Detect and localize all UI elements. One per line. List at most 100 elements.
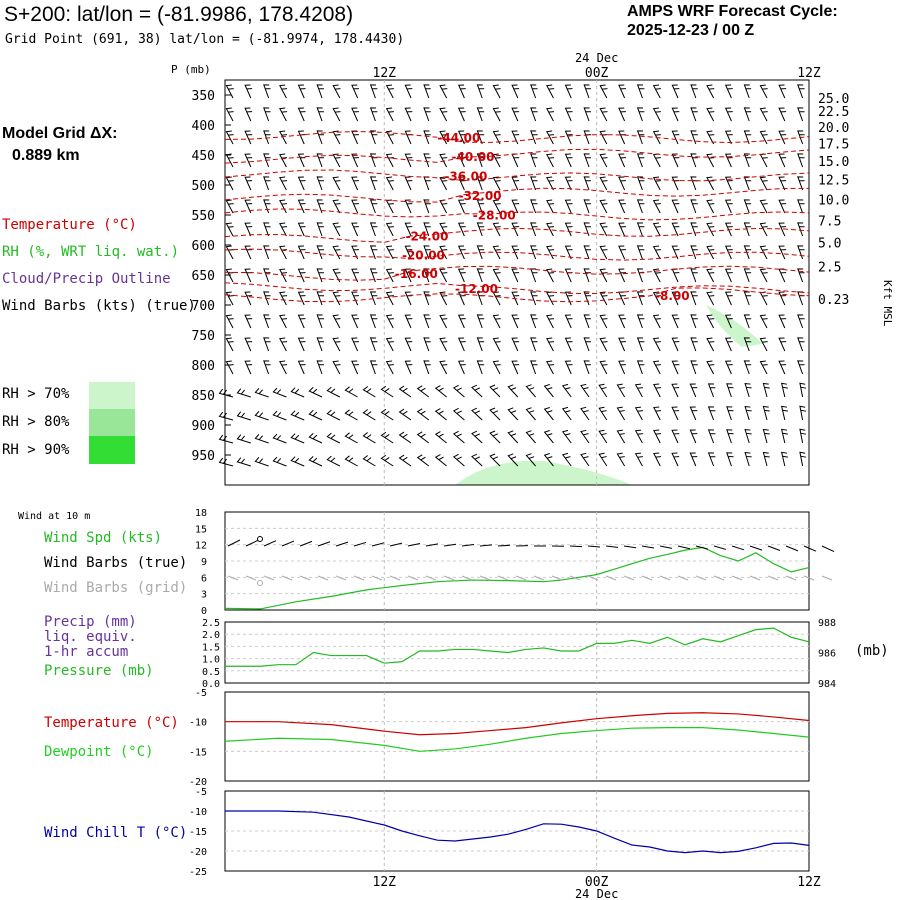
wind-barb	[707, 406, 716, 421]
wind-barb	[316, 130, 324, 145]
wind-barb	[244, 84, 253, 99]
wind-barb	[316, 337, 324, 352]
wind-barbs-grid-label: Wind Barbs (grid)	[44, 580, 187, 596]
wind-barb	[380, 454, 394, 467]
wind-barb	[225, 107, 234, 122]
height-tick-label: 5.0	[818, 237, 841, 252]
wind-barb	[439, 84, 448, 99]
wind-barb	[599, 360, 608, 375]
wind-barb	[423, 245, 431, 260]
wind-barb	[653, 452, 662, 467]
wind-barb	[744, 429, 752, 444]
wind-barb	[618, 153, 626, 168]
wind-barb	[297, 153, 306, 168]
temp-ytick-label: -5	[195, 688, 207, 699]
wind-barb	[225, 337, 234, 352]
wind-barb	[778, 245, 787, 260]
wind-barb	[351, 314, 359, 329]
wind-barb	[362, 432, 376, 444]
wind-barb	[618, 314, 626, 329]
wind-barb	[634, 406, 643, 421]
wind-barb	[598, 406, 608, 421]
wind-barb	[599, 199, 608, 214]
wind-barb	[351, 84, 359, 99]
wind-barb	[546, 291, 555, 306]
wind-barb	[332, 314, 341, 329]
wind-ytick-label: 6	[201, 573, 207, 584]
wind-barb	[530, 245, 538, 260]
wind-barb	[263, 222, 271, 237]
wind-barb	[471, 430, 483, 444]
wind-barb	[439, 360, 448, 375]
wind-barb	[530, 130, 538, 145]
wind-barb	[690, 153, 698, 168]
wind-barb	[404, 84, 413, 99]
wind-barb	[616, 452, 626, 467]
wind-barb	[316, 153, 324, 168]
wind-barb	[599, 130, 608, 145]
wind-barb	[279, 107, 288, 122]
wind-barb	[369, 130, 378, 145]
wind-barb	[489, 384, 501, 398]
wind-barb	[546, 268, 555, 283]
legend-rh70-label: RH > 70%	[2, 386, 70, 402]
wind-barb	[423, 84, 431, 99]
wind-barb	[457, 84, 466, 99]
wind-barb	[423, 222, 431, 237]
wind-barb	[759, 314, 768, 329]
surface-barb-true	[731, 545, 745, 551]
wind-barb	[636, 268, 645, 283]
wind-barb	[423, 199, 431, 214]
isotherm-label: -16.00	[395, 267, 438, 281]
wind-barb	[297, 314, 306, 329]
wind-barb	[743, 314, 752, 329]
wind-barb	[707, 429, 716, 444]
temperature-label: Temperature (°C)	[44, 715, 179, 731]
wind-barb	[778, 153, 787, 168]
wind-barb	[690, 245, 698, 260]
wind-barb	[564, 245, 573, 260]
wind-barb	[564, 222, 573, 237]
wind-barb	[369, 107, 378, 122]
wind-barb	[244, 222, 253, 237]
bottom-time-label: 00Z	[585, 875, 609, 890]
wind-barb	[671, 406, 680, 421]
pressure-ytick-label: 988	[818, 618, 836, 629]
wind-barb	[263, 107, 271, 122]
bottom-date-label: 24 Dec	[575, 887, 618, 900]
precip-ytick-label: 0.0	[202, 679, 220, 690]
wind-barb	[706, 153, 715, 168]
wind-barb	[279, 314, 288, 329]
pressure-tick-label: 400	[192, 119, 215, 134]
wind-barb	[369, 222, 378, 237]
wind-barb	[225, 153, 234, 168]
wind-barb	[726, 452, 734, 467]
wind-barb	[652, 245, 661, 260]
wind-barb	[778, 84, 787, 99]
wind-barb	[236, 434, 251, 444]
wind-barb	[599, 107, 608, 122]
wind-barb	[297, 222, 306, 237]
wind-barb	[743, 222, 752, 237]
precip-ytick-label: 1.5	[202, 642, 220, 653]
wind-barb	[762, 428, 770, 444]
wind-barb	[263, 130, 271, 145]
wind-barb	[636, 360, 645, 375]
height-tick-label: 2.5	[818, 261, 841, 276]
wind-barb	[404, 314, 413, 329]
wind-barb	[218, 434, 234, 444]
wind-barb	[476, 84, 485, 99]
wind-barb	[724, 291, 733, 306]
wind-barb	[724, 199, 733, 214]
wind-barb	[618, 199, 626, 214]
wind-barb	[511, 176, 520, 191]
wind-barb	[511, 268, 520, 283]
wind-barb	[652, 291, 661, 306]
surface-barb-grid	[641, 575, 653, 581]
wind-barb	[404, 245, 413, 260]
wind-barb	[561, 429, 572, 444]
wind-barb	[743, 130, 752, 145]
wind-barb	[434, 431, 447, 444]
wind-barb	[385, 176, 394, 191]
wind-barb	[457, 153, 466, 168]
